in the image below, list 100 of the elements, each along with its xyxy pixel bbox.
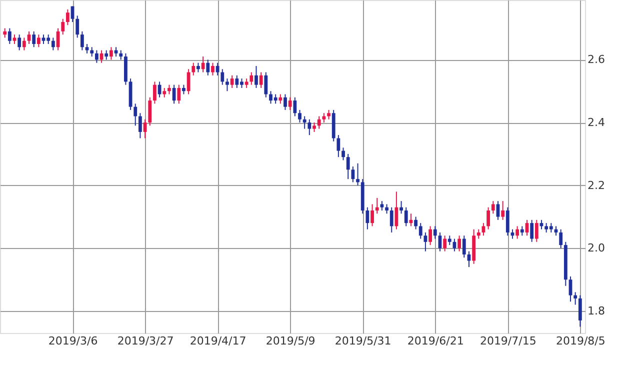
candlestick xyxy=(230,74,234,88)
candlestick xyxy=(482,222,486,236)
candlestick xyxy=(211,62,214,76)
candlestick xyxy=(516,226,520,240)
candlestick xyxy=(424,232,428,252)
candlestick xyxy=(317,116,321,130)
candlestick xyxy=(51,37,55,51)
candlestick xyxy=(168,84,171,95)
candlestick xyxy=(486,206,490,230)
candlestick xyxy=(327,109,330,120)
x-tick-label: 2019/4/17 xyxy=(190,334,246,348)
y-tick-label: 2.0 xyxy=(588,242,605,255)
candlestick xyxy=(298,109,302,124)
candlestick xyxy=(284,94,287,110)
candlestick xyxy=(385,204,388,214)
candlestick xyxy=(390,206,394,233)
candlestick xyxy=(226,78,229,92)
candlestick xyxy=(400,200,403,214)
candlestick xyxy=(491,200,495,214)
candlestick xyxy=(404,206,408,227)
candlestick xyxy=(186,68,190,95)
candlestick xyxy=(32,30,36,48)
candlestick xyxy=(22,37,26,51)
candlestick xyxy=(138,112,142,139)
candlestick xyxy=(192,62,196,76)
candlestick xyxy=(80,30,84,51)
candlestick xyxy=(201,56,205,73)
candlestick xyxy=(196,62,200,73)
candlestick xyxy=(254,65,258,88)
candlestick xyxy=(206,59,210,76)
candlestick xyxy=(428,226,432,246)
candlestick xyxy=(61,18,65,36)
candlestick xyxy=(3,28,7,38)
candlestick xyxy=(520,226,524,236)
candlestick xyxy=(220,68,224,86)
candlestick xyxy=(568,276,572,302)
candlestick xyxy=(278,94,282,104)
candlestick xyxy=(366,206,370,230)
candlestick xyxy=(153,81,156,104)
candlestick xyxy=(559,228,563,249)
candlestick xyxy=(574,292,578,306)
x-tick-label: 2019/7/15 xyxy=(480,334,536,348)
candlestick xyxy=(534,219,538,242)
candlestick xyxy=(506,206,510,236)
x-tick-label: 2019/3/6 xyxy=(48,334,98,348)
candlestick xyxy=(356,162,360,186)
candlestick xyxy=(308,118,312,136)
candlestick xyxy=(177,84,181,104)
candlestick xyxy=(288,96,292,110)
candlestick xyxy=(12,34,16,44)
candlestick xyxy=(8,28,12,44)
x-tick-label: 2019/8/5 xyxy=(556,334,606,348)
candlestick xyxy=(134,103,138,126)
candlestick xyxy=(216,62,220,76)
candlestick xyxy=(18,34,22,51)
candlestick xyxy=(94,50,98,64)
candlestick xyxy=(322,112,326,124)
candlestick xyxy=(394,191,398,230)
candlestick xyxy=(578,294,582,328)
x-tick-label: 2019/3/27 xyxy=(117,334,174,348)
candlestick xyxy=(496,200,500,220)
candlestick xyxy=(380,200,384,211)
candlestick xyxy=(351,166,355,183)
candlestick xyxy=(27,30,31,44)
y-tick-label: 2.6 xyxy=(588,53,605,66)
candlestick xyxy=(104,50,108,60)
candlestick xyxy=(336,134,340,158)
x-tick-label: 2019/5/9 xyxy=(266,334,316,348)
candlestick xyxy=(293,96,297,117)
candlestick xyxy=(443,235,446,252)
candlestick xyxy=(346,153,350,180)
y-tick-label: 2.2 xyxy=(588,178,605,192)
candlestick xyxy=(370,204,374,227)
candlestick xyxy=(414,216,418,230)
candlestick xyxy=(36,34,40,48)
candlestick xyxy=(264,72,268,98)
y-tick-label: 2.4 xyxy=(588,116,605,130)
candlestick xyxy=(244,78,248,88)
candlestick xyxy=(250,72,254,86)
candlestick xyxy=(312,122,316,132)
candlestick xyxy=(342,147,345,161)
candlestick xyxy=(302,116,306,130)
candlestick xyxy=(448,235,452,246)
candlestick xyxy=(462,235,466,258)
candlestick xyxy=(433,226,437,240)
candlestick xyxy=(148,96,152,126)
candlestick xyxy=(418,222,422,240)
candlestick xyxy=(119,50,123,60)
x-tick-label: 2019/6/21 xyxy=(407,334,464,348)
candlestick xyxy=(375,197,379,214)
candlestick xyxy=(182,84,186,95)
x-tick-label: 2019/5/31 xyxy=(334,334,392,348)
candlestick xyxy=(476,228,480,240)
candlestick xyxy=(110,46,113,60)
y-tick-label: 1.8 xyxy=(588,304,605,318)
candlestick xyxy=(501,200,505,220)
candlestick xyxy=(162,87,166,98)
candlestick xyxy=(66,8,70,26)
candlestick xyxy=(90,46,94,58)
candlestick xyxy=(259,72,263,88)
